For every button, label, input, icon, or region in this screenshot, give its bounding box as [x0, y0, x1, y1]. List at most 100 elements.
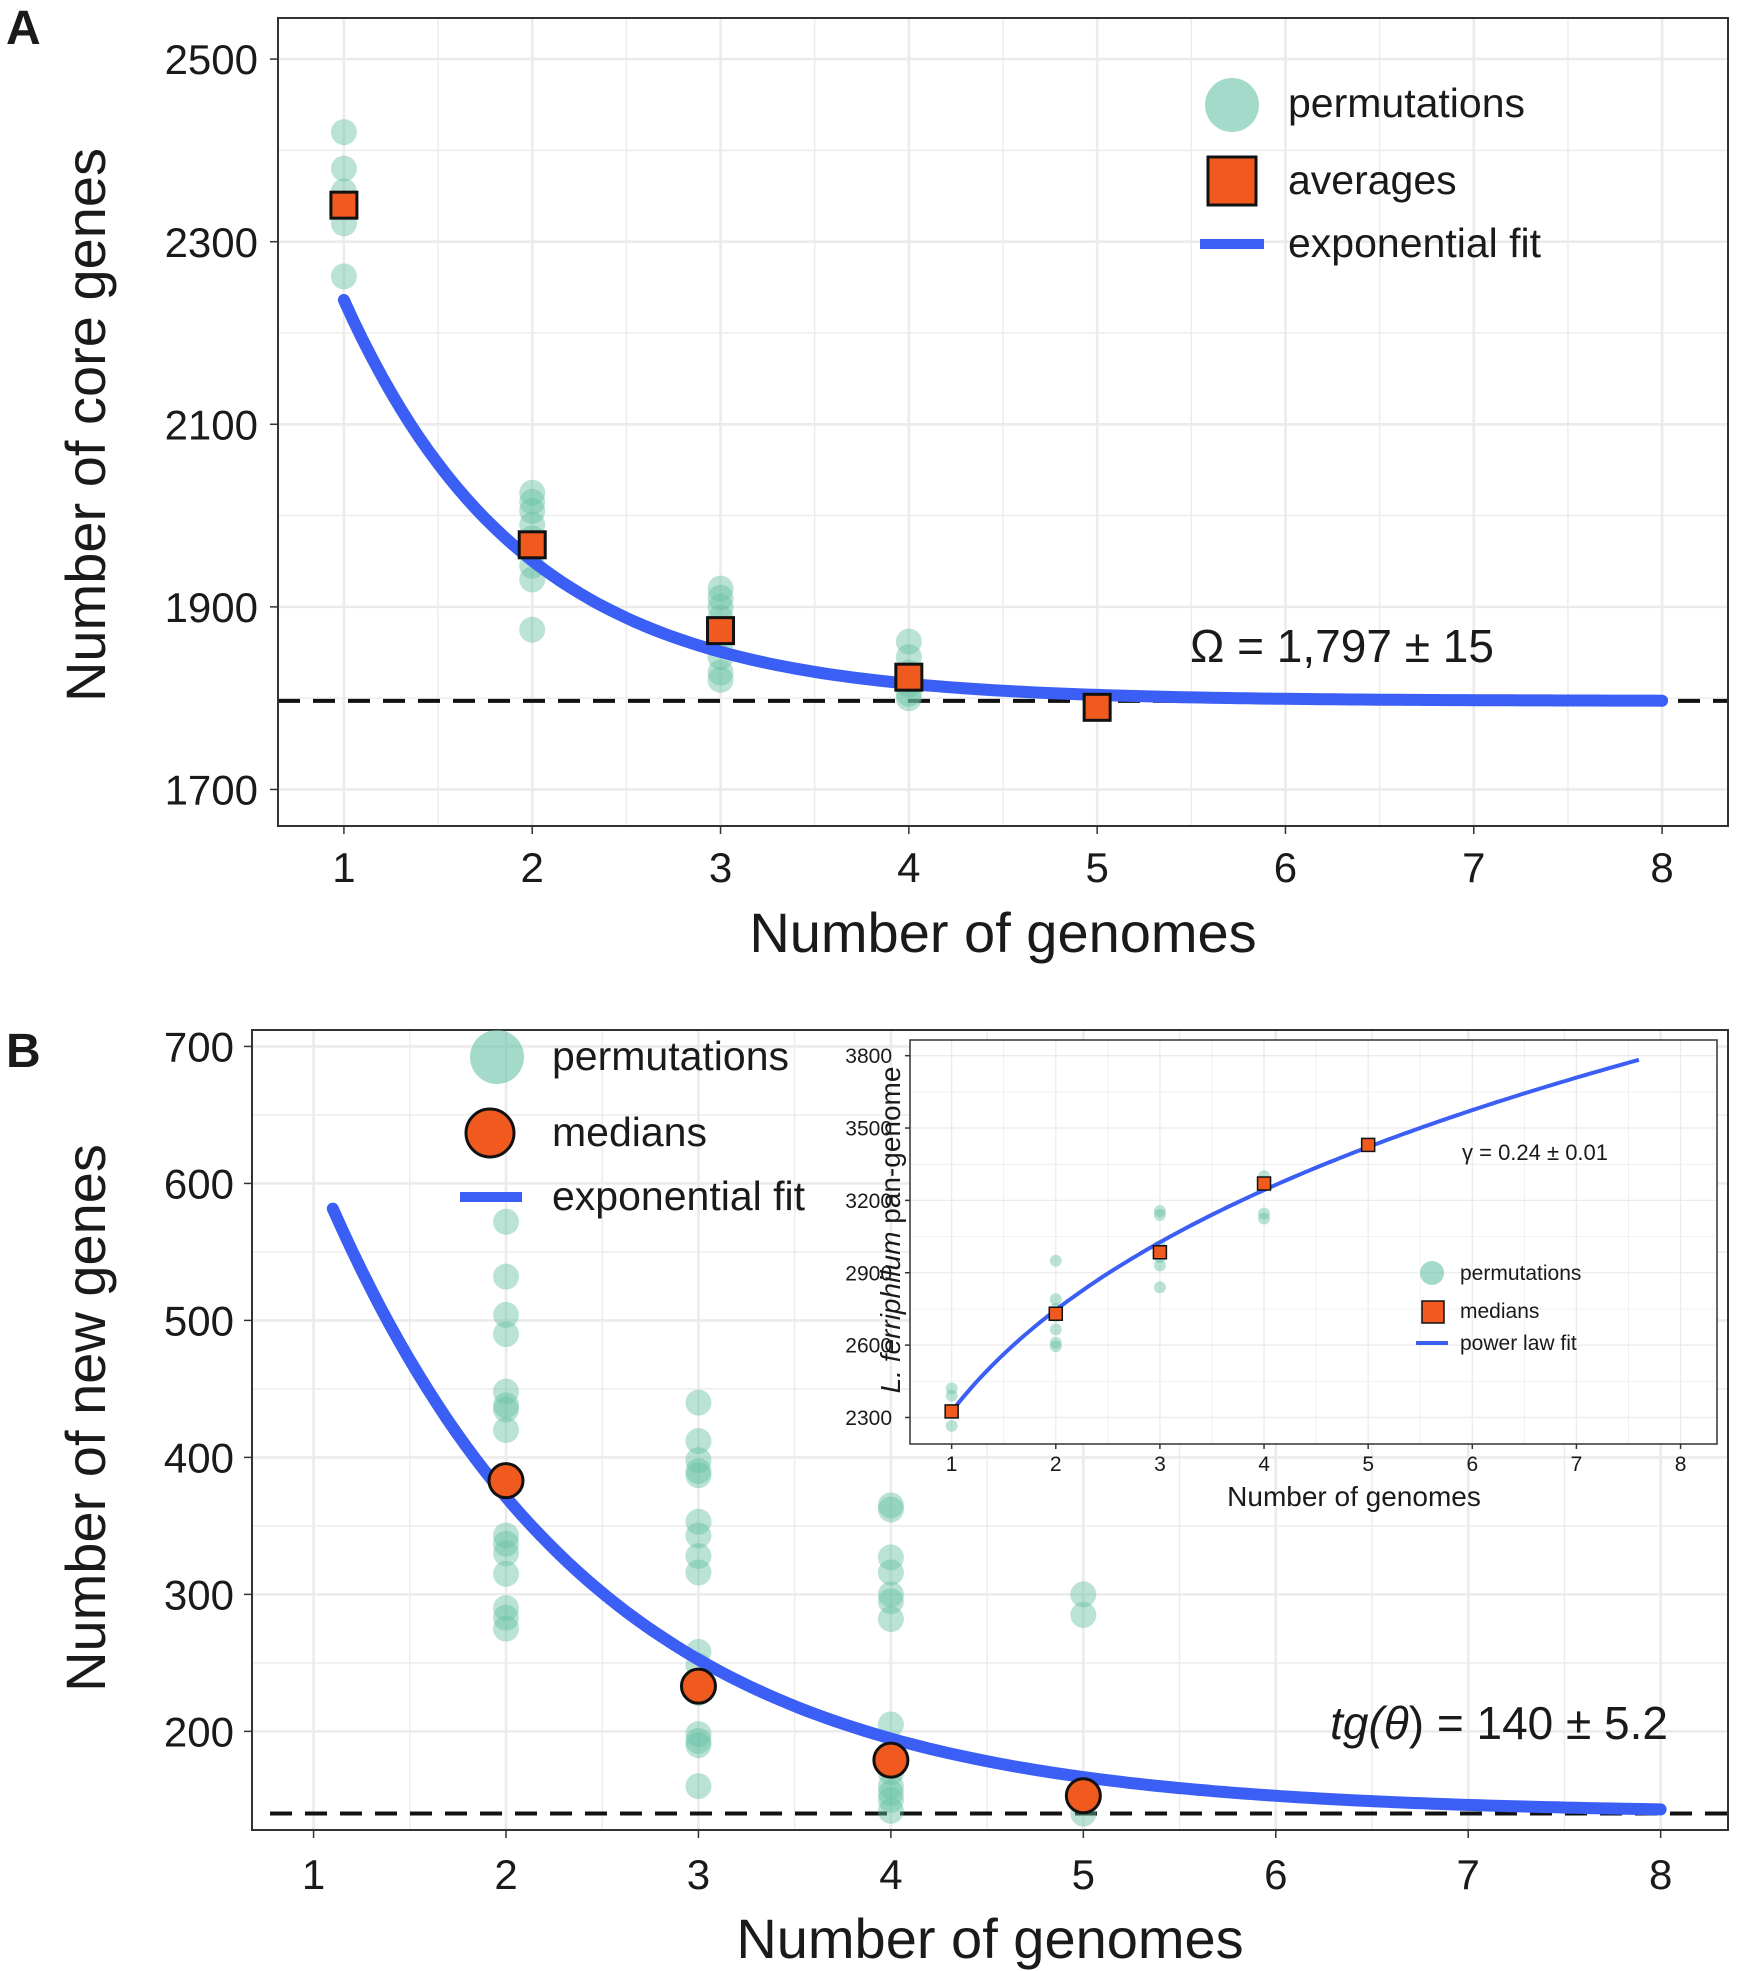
- permutation-point: [877, 1606, 904, 1633]
- permutation-point: [877, 1797, 904, 1824]
- annotation-b-prefix: tg(: [1330, 1697, 1388, 1749]
- x-tick-label: 3: [687, 1851, 710, 1898]
- inset-y-axis-species: L. ferriphilum: [875, 1232, 906, 1394]
- x-tick-label: 5: [1085, 844, 1108, 891]
- inset-y-ticks: 2300 2600 2900 3200 3500 3800: [845, 1045, 910, 1430]
- permutation-point: [707, 575, 734, 602]
- median-point: [1048, 1306, 1064, 1322]
- permutation-point: [685, 1727, 712, 1754]
- permutation-point: [330, 155, 357, 182]
- permutation-point: [493, 1378, 520, 1405]
- permutation-point: [493, 1530, 520, 1557]
- panel-a-legend: permutations averages exponential fit: [1200, 78, 1542, 266]
- permutation-point: [1258, 1212, 1271, 1225]
- inset-x-ticks: 1 2 3 4 5 6 7 8: [946, 1444, 1686, 1476]
- panel-b-exponential-fit-curve: [326, 1202, 1667, 1816]
- permutation-point: [1153, 1205, 1166, 1218]
- permutation-point: [493, 1522, 520, 1549]
- permutation-point: [1153, 1208, 1166, 1221]
- panel-b-medians: [487, 1462, 1102, 1815]
- permutation-point: [519, 616, 546, 643]
- legend-a-permutations-label: permutations: [1288, 80, 1525, 126]
- permutation-point: [685, 1458, 712, 1485]
- inset-frame: [909, 1039, 1718, 1445]
- permutation-point: [685, 1721, 712, 1748]
- permutation-point: [493, 1417, 520, 1443]
- permutation-point: [707, 593, 734, 620]
- panel-a-x-ticks: 1 2 3 4 5 6 7 8: [332, 826, 1674, 891]
- y-tick-label: 1700: [165, 767, 258, 814]
- permutation-point: [707, 666, 734, 693]
- x-tick-label: 2: [1050, 1453, 1062, 1476]
- permutation-point: [877, 1544, 904, 1571]
- permutation-point: [877, 1780, 904, 1807]
- permutation-point: [493, 1540, 520, 1567]
- permutation-point: [945, 1389, 958, 1402]
- inset-gamma-annotation: γ = 0.24 ± 0.01: [1462, 1140, 1608, 1165]
- y-tick-label: 1900: [165, 584, 258, 631]
- x-tick-label: 4: [879, 1851, 902, 1898]
- permutation-point: [1153, 1259, 1166, 1272]
- x-tick-label: 7: [1571, 1453, 1583, 1476]
- x-tick-label: 4: [897, 844, 920, 891]
- average-point: [517, 530, 547, 560]
- permutation-point: [877, 1559, 904, 1586]
- panel-b-x-axis-title: Number of genomes: [736, 1907, 1243, 1970]
- permutation-point: [707, 584, 734, 611]
- legend-inset-permutations-circle-icon: [1420, 1261, 1444, 1285]
- y-tick-label: 3200: [845, 1190, 892, 1213]
- permutation-point: [685, 1559, 712, 1586]
- median-point: [944, 1404, 959, 1419]
- y-tick-label: 2300: [165, 219, 258, 266]
- panel-b-frame: [251, 1029, 1729, 1831]
- permutation-point: [685, 1773, 712, 1800]
- permutation-point: [330, 119, 357, 146]
- permutation-point: [493, 1604, 520, 1631]
- x-tick-label: 6: [1264, 1851, 1287, 1898]
- median-point: [1256, 1176, 1272, 1191]
- y-tick-label: 700: [164, 1024, 234, 1071]
- average-point: [329, 190, 359, 220]
- y-tick-label: 200: [164, 1708, 234, 1755]
- x-tick-label: 2: [494, 1851, 517, 1898]
- inset-legend: permutations medians power law fit: [1416, 1261, 1581, 1355]
- legend-b-medians-label: medians: [552, 1109, 707, 1155]
- inset-power-law-fit-curve: [950, 1057, 1640, 1413]
- panel-b-x-ticks: 1 2 3 4 5 6 7 8: [302, 1830, 1672, 1898]
- panel-b-label: B: [6, 1025, 41, 1078]
- panel-a-label: A: [6, 2, 41, 55]
- legend-a-averages-square-icon: [1206, 155, 1258, 207]
- y-tick-label: 2500: [165, 36, 258, 83]
- permutation-point: [519, 498, 546, 525]
- legend-inset-medians-label: medians: [1460, 1300, 1539, 1323]
- average-point: [1082, 692, 1112, 722]
- median-point: [487, 1462, 525, 1500]
- permutation-point: [877, 1492, 904, 1519]
- x-tick-label: 1: [946, 1453, 958, 1476]
- permutation-point: [685, 1508, 712, 1535]
- median-point: [1064, 1777, 1102, 1815]
- panel-a-chart: 1700 1900 2100 2300 2500 1 2 3 4 5 6 7 8 Number of …: [54, 17, 1729, 964]
- y-tick-label: 2900: [845, 1262, 892, 1285]
- legend-a-averages-label: averages: [1288, 157, 1457, 203]
- x-tick-label: 3: [1154, 1453, 1166, 1476]
- legend-a-fit-label: exponential fit: [1288, 220, 1542, 266]
- y-tick-label: 3800: [845, 1045, 892, 1068]
- permutation-point: [1049, 1340, 1062, 1353]
- permutation-point: [707, 659, 734, 686]
- permutation-point: [685, 1462, 712, 1489]
- inset-grid: [910, 1040, 1717, 1444]
- median-point: [1360, 1137, 1376, 1153]
- permutation-point: [1049, 1336, 1062, 1349]
- panel-a-omega-annotation: Ω = 1,797 ± 15: [1190, 620, 1494, 672]
- permutation-point: [1070, 1581, 1097, 1608]
- permutation-point: [330, 263, 357, 290]
- permutation-point: [1049, 1293, 1062, 1306]
- average-point: [706, 616, 736, 646]
- permutation-point: [877, 1496, 904, 1523]
- y-tick-label: 2300: [845, 1407, 892, 1430]
- inset-y-axis-rest: pan-genome: [875, 1067, 906, 1232]
- inset-background: [910, 1040, 1717, 1444]
- panel-a-exponential-fit-curve: [337, 294, 1669, 707]
- y-tick-label: 300: [164, 1572, 234, 1619]
